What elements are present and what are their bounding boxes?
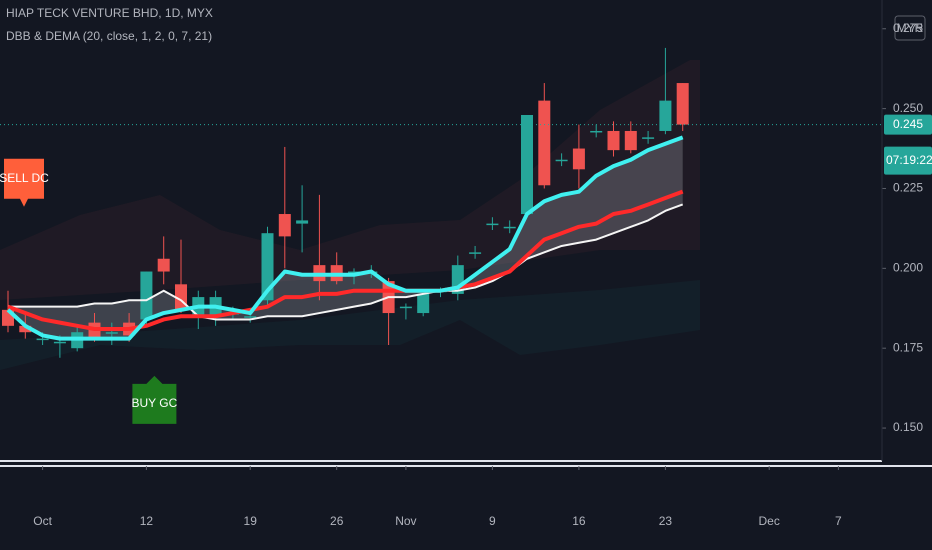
candle-body	[555, 159, 568, 162]
x-tick-label: 12	[140, 514, 154, 528]
candle-body	[417, 293, 430, 314]
y-tick-label: 0.225	[893, 181, 923, 195]
candle-body	[521, 115, 533, 215]
countdown-box	[884, 146, 932, 175]
candle-body	[19, 325, 32, 333]
buy-signal	[132, 375, 177, 424]
candle-body	[572, 148, 585, 170]
candle-body	[538, 100, 551, 186]
y-tick-label: 0.175	[893, 340, 923, 354]
lower-band	[0, 280, 700, 370]
y-tick-label: 0.150	[893, 420, 923, 434]
candle-body	[140, 271, 153, 320]
x-tick-label: Dec	[759, 514, 780, 528]
candle-body	[624, 130, 637, 151]
x-tick-label: 23	[659, 514, 673, 528]
candle-body	[348, 271, 360, 274]
indicator-line	[8, 203, 684, 321]
candle-body	[676, 83, 689, 125]
candle-body	[296, 220, 309, 224]
candle-body	[36, 338, 49, 341]
candle-body	[607, 130, 620, 151]
x-tick-label: 26	[330, 514, 344, 528]
y-tick-label: 0.200	[893, 261, 923, 275]
buy-label: BUY GC	[132, 396, 178, 410]
indicator-line	[6, 135, 684, 341]
candle-body	[503, 226, 516, 229]
y-tick-label: 0.250	[893, 101, 923, 115]
upper-band	[0, 60, 700, 300]
price-box	[884, 114, 932, 135]
countdown: 07:19:22	[886, 153, 932, 167]
x-tick-label: Oct	[33, 514, 52, 528]
indicator-line	[7, 189, 684, 332]
candle-body	[244, 316, 257, 318]
y-tick-label: 0.275	[893, 21, 923, 35]
candle-body	[278, 214, 291, 237]
sell-label: SELL DC	[0, 171, 49, 185]
candle-body	[486, 223, 499, 226]
sell-signal	[4, 158, 44, 207]
plot-area	[2, 47, 689, 358]
currency-button[interactable]	[894, 15, 926, 41]
indicator-label: DBB & DEMA (20, close, 1, 2, 0, 7, 21)	[6, 29, 212, 43]
candle-body	[469, 252, 482, 254]
candle-body	[157, 258, 170, 272]
candle-body	[261, 233, 274, 301]
x-tick-label: 19	[244, 514, 258, 528]
candle-body	[53, 341, 66, 344]
candle-body	[105, 332, 118, 334]
chart-title: HIAP TECK VENTURE BHD, 1D, MYX	[6, 6, 213, 20]
candle-body	[590, 130, 603, 133]
x-tick-label: Nov	[395, 514, 416, 528]
candle-body	[659, 100, 672, 131]
candle-body	[399, 306, 412, 309]
candle-body	[642, 137, 655, 139]
price-label: 0.245	[893, 117, 923, 131]
x-tick-label: 9	[489, 514, 496, 528]
x-tick-label: 16	[572, 514, 586, 528]
currency[interactable]: MYR	[897, 21, 924, 35]
x-tick-label: 7	[835, 514, 842, 528]
